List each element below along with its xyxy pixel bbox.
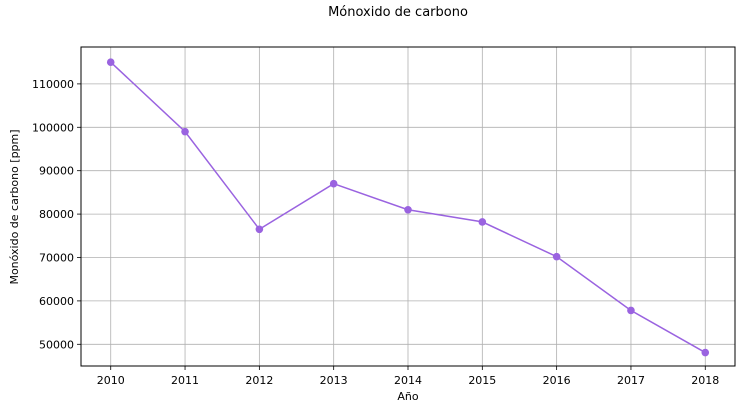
- y-tick-label: 80000: [39, 208, 74, 221]
- data-point: [552, 252, 561, 261]
- y-tick-label: 90000: [39, 165, 74, 178]
- y-axis-label: Monóxido de carbono [ppm]: [8, 129, 21, 284]
- y-axis: 50000 60000 70000 80000 90000 100000 110000: [32, 78, 81, 351]
- x-tick-label: 2018: [691, 374, 719, 387]
- y-tick-label: 70000: [39, 251, 74, 264]
- x-tick-label: 2013: [320, 374, 348, 387]
- data-point: [404, 205, 412, 214]
- data-point: [329, 179, 338, 188]
- x-tick-label: 2010: [97, 374, 125, 387]
- data-point: [181, 127, 189, 136]
- y-tick-label: 100000: [32, 121, 74, 134]
- x-tick-label: 2016: [543, 374, 571, 387]
- y-tick-label: 110000: [32, 78, 74, 91]
- x-tick-label: 2012: [245, 374, 273, 387]
- x-tick-label: 2014: [394, 374, 422, 387]
- x-axis: 2010 2011 2012 2013 2014 2015 2016 2017 2018: [97, 366, 719, 387]
- y-tick-label: 50000: [39, 338, 74, 351]
- data-point: [106, 58, 115, 66]
- grid: [81, 47, 735, 366]
- x-tick-label: 2011: [171, 374, 199, 387]
- chart-title: Mónoxido de carbono: [328, 5, 468, 20]
- x-tick-label: 2017: [617, 374, 645, 387]
- data-point: [701, 348, 710, 357]
- data-point: [478, 218, 487, 226]
- y-tick-label: 60000: [39, 295, 74, 308]
- x-axis-label: Año: [397, 390, 418, 403]
- series-layer: [106, 58, 710, 357]
- data-point: [255, 225, 264, 234]
- x-tick-label: 2015: [468, 374, 496, 387]
- data-point: [627, 306, 635, 315]
